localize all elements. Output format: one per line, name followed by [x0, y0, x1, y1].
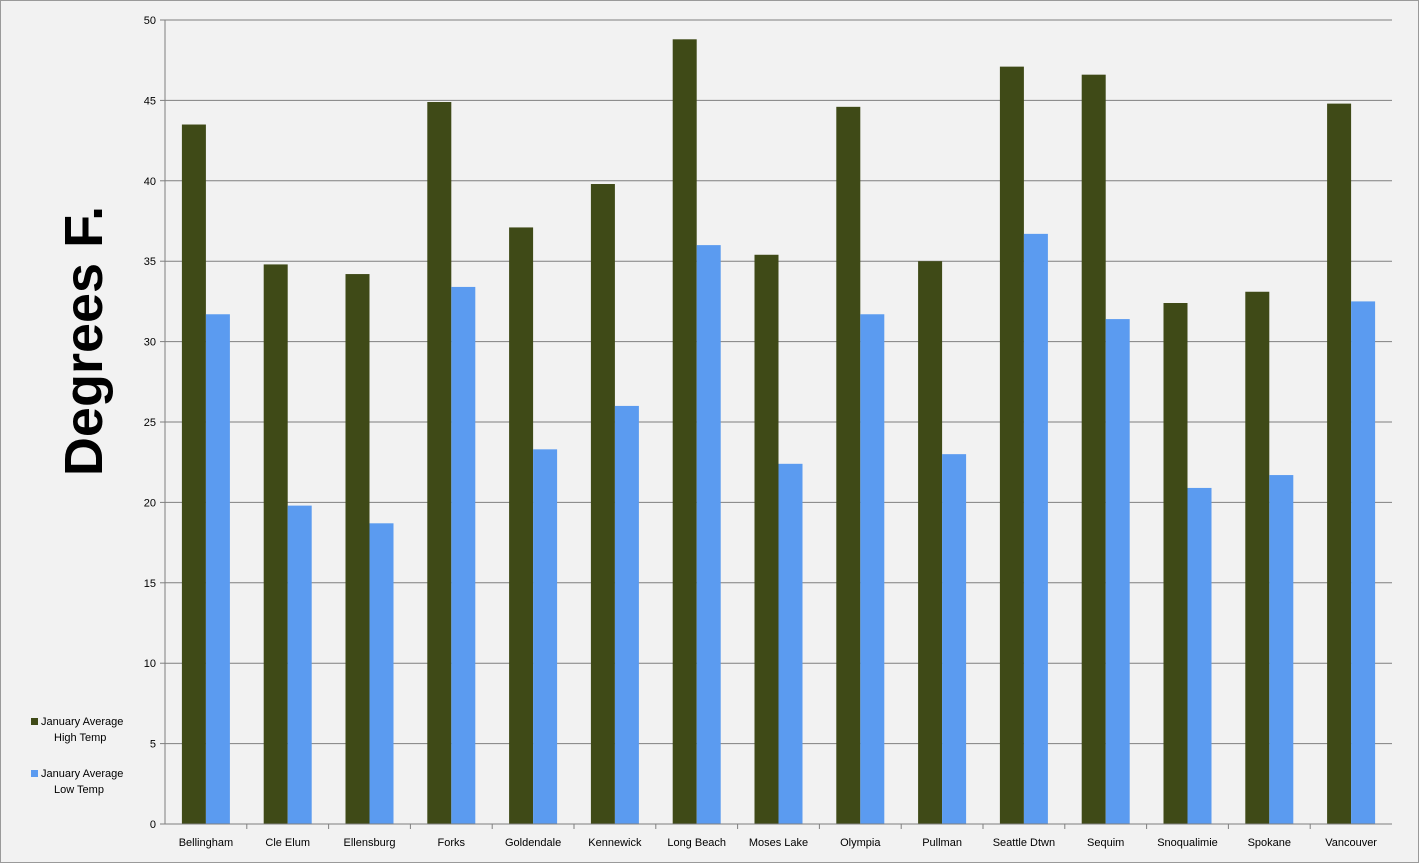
bar-high [1327, 103, 1352, 825]
bar-high [754, 254, 779, 824]
y-axis-label: Degrees F. [54, 206, 114, 476]
bar-low [778, 463, 803, 824]
x-tick-label: Spokane [1248, 837, 1291, 849]
y-tick-label: 5 [150, 739, 156, 751]
x-tick-label: Cle Elum [265, 837, 310, 849]
bars [181, 39, 1376, 825]
bar-high [1245, 291, 1270, 824]
bar-high [590, 184, 615, 825]
y-tick-labels: 0 5 10 15 20 25 30 35 40 45 50 [144, 15, 156, 831]
bar-low [1105, 319, 1130, 824]
x-tick-labels: Bellingham Cle Elum Ellensburg Forks Goldend… [179, 824, 1377, 849]
y-tick-label: 20 [144, 497, 156, 509]
x-tick-label: Goldendale [505, 837, 561, 849]
axes [160, 19, 1392, 825]
bar-low [369, 523, 394, 824]
bar-low [205, 314, 230, 824]
x-tick-label: Long Beach [667, 837, 726, 849]
bar-low [451, 286, 476, 825]
y-tick-label: 0 [150, 819, 156, 831]
x-tick-label: Pullman [922, 837, 962, 849]
legend-label: Low Temp [54, 784, 104, 796]
legend-label: High Temp [54, 732, 106, 744]
x-tick-label: Snoqualimie [1157, 837, 1218, 849]
bar-low [1269, 475, 1294, 824]
legend-swatch [31, 770, 38, 777]
legend-label: January Average [41, 716, 123, 728]
bar-high [181, 124, 206, 824]
y-tick-label: 50 [144, 15, 156, 27]
y-tick-label: 10 [144, 658, 156, 670]
legend-label: January Average [41, 768, 123, 780]
bar-low [1023, 233, 1048, 824]
bar-high [1163, 303, 1188, 824]
bar-low [942, 454, 967, 824]
bar-high [1081, 74, 1106, 824]
x-tick-label: Kennewick [588, 837, 642, 849]
x-tick-label: Bellingham [179, 837, 233, 849]
bar-high [918, 261, 943, 824]
bar-low [1351, 301, 1376, 824]
bar-high [509, 227, 534, 824]
legend: January Average High Temp January Average L… [31, 716, 123, 796]
x-tick-label: Forks [438, 837, 466, 849]
y-tick-label: 15 [144, 578, 156, 590]
y-tick-label: 30 [144, 337, 156, 349]
y-tick-label: 40 [144, 176, 156, 188]
x-tick-label: Vancouver [1325, 837, 1377, 849]
bar-high [345, 274, 370, 825]
bar-low [287, 505, 312, 824]
x-tick-label: Moses Lake [749, 837, 808, 849]
x-tick-label: Sequim [1087, 837, 1124, 849]
bar-high [999, 66, 1024, 824]
bar-low [614, 405, 639, 824]
bar-high [427, 102, 452, 825]
bar-low [533, 449, 558, 824]
x-tick-label: Seattle Dtwn [993, 837, 1055, 849]
bar-high [263, 264, 288, 824]
x-tick-label: Ellensburg [344, 837, 396, 849]
legend-swatch [31, 718, 38, 725]
bar-high [672, 39, 697, 824]
bar-low [1187, 487, 1212, 824]
bar-low [696, 245, 721, 824]
bar-low [860, 314, 885, 824]
y-tick-label: 45 [144, 95, 156, 107]
x-tick-label: Olympia [840, 837, 881, 849]
y-tick-label: 25 [144, 417, 156, 429]
bar-high [836, 106, 861, 824]
y-tick-label: 35 [144, 256, 156, 268]
